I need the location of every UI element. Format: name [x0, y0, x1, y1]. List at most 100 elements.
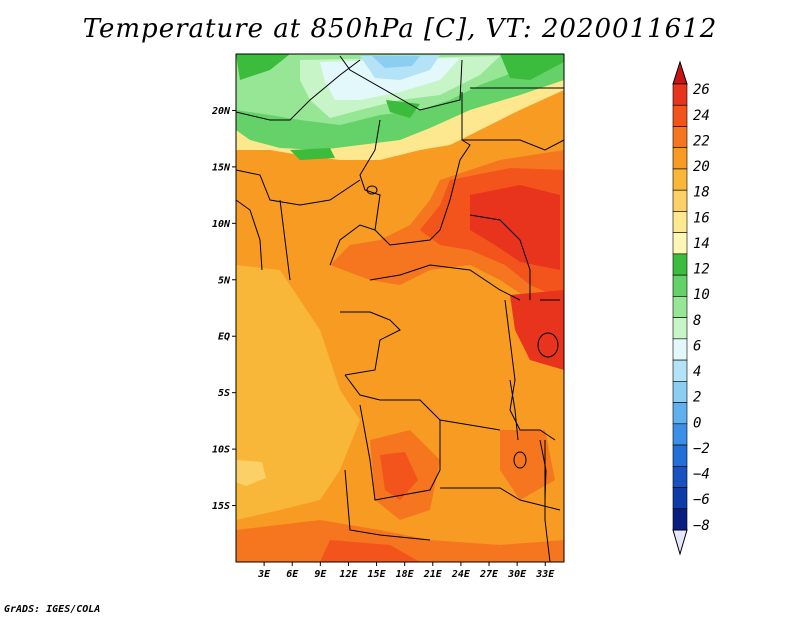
- colorbar-box: [672, 359, 688, 382]
- border-angola: [359, 404, 441, 501]
- lat-tick-label: 15N: [212, 162, 231, 173]
- colorbar-label: 8: [693, 313, 701, 329]
- lon-tick-label: 3E: [257, 569, 271, 580]
- lat-axis: 20N 15N 10N 5N EQ 5S 10S 15S: [211, 106, 236, 512]
- colorbar-box: [672, 126, 688, 149]
- border-south-sudan: [469, 214, 531, 300]
- colorbar-label: 2: [693, 390, 701, 406]
- border-west: [235, 199, 263, 271]
- colorbar-box: [672, 274, 688, 297]
- colorbar-box: [672, 83, 688, 106]
- colorbar-box: [672, 168, 688, 191]
- lon-tick-label: 27E: [479, 569, 499, 580]
- colorbar-box: [672, 402, 688, 425]
- colorbar-box: [672, 338, 688, 361]
- colorbar-box: [672, 508, 688, 531]
- border-chad-sudan: [439, 92, 471, 231]
- field-congo: [370, 275, 510, 430]
- border-benin: [279, 199, 291, 281]
- lat-tick-label: 10N: [212, 219, 231, 230]
- map-frame: [235, 53, 565, 563]
- border-namibia: [344, 469, 431, 541]
- lat-tick-label: 20N: [211, 106, 231, 117]
- colorbar-label: −6: [693, 492, 710, 508]
- colorbar-label: 26: [693, 82, 710, 98]
- colorbar-label: 14: [693, 236, 710, 252]
- border-libya: [339, 55, 463, 111]
- field-atlantic-cool: [236, 265, 360, 520]
- field-westafrica: [236, 170, 340, 265]
- colorbar-box: [672, 381, 688, 403]
- colorbar-label: −4: [693, 467, 710, 483]
- colorbar-label: −8: [693, 518, 710, 534]
- lat-tick-label: 5N: [218, 275, 231, 286]
- lat-tick-label: 15S: [212, 501, 230, 512]
- lake-tanganyika: [509, 379, 519, 441]
- field-green-patch: [290, 148, 335, 160]
- colorbar-box: [672, 423, 688, 446]
- lon-tick-label: 12E: [339, 569, 358, 580]
- colorbar-box: [672, 444, 688, 467]
- border-zambia: [440, 487, 561, 511]
- lakes: [366, 185, 559, 501]
- colorbar-box: [672, 232, 688, 255]
- colorbar-box: [672, 211, 688, 233]
- colorbar-label: 20: [693, 159, 710, 175]
- field-hottest: [470, 185, 560, 270]
- colorbar-label: 10: [693, 287, 710, 303]
- lake-malawi: [539, 439, 547, 501]
- border-nigeria-cameroon: [329, 224, 376, 266]
- colorbar-label: 16: [693, 210, 710, 226]
- colorbar-label: 4: [693, 364, 701, 380]
- border-niger-nigeria: [235, 169, 361, 206]
- colorbar-box: [672, 253, 688, 276]
- border-gabon-congo: [340, 311, 401, 376]
- border-drc-angola: [344, 374, 501, 431]
- border-sudan-north: [462, 139, 565, 151]
- lon-tick-label: 18E: [396, 569, 415, 580]
- lon-tick-label: 9E: [314, 569, 327, 580]
- field-lakes-hot: [510, 290, 564, 370]
- lake-mweru: [513, 451, 527, 469]
- lake-chad: [366, 185, 378, 195]
- field-south-band: [236, 520, 564, 562]
- lat-tick-label: 5S: [218, 388, 230, 399]
- colorbar-label: 12: [693, 262, 710, 278]
- lon-tick-label: 33E: [535, 569, 555, 580]
- lon-axis: 3E 6E 9E 12E 15E 18E 21E 24E 27E 30E 33E: [257, 562, 555, 580]
- colorbar-bottom-arrow: [672, 529, 688, 556]
- lon-tick-label: 30E: [507, 569, 527, 580]
- field-green-nw: [236, 54, 290, 80]
- lake-victoria: [537, 332, 559, 358]
- temperature-field: [236, 54, 564, 562]
- border-east-lakes: [504, 299, 556, 441]
- border-chad: [359, 119, 441, 246]
- colorbar-box: [672, 487, 688, 510]
- colorbar-label: 0: [693, 415, 701, 431]
- colorbar-box: [672, 147, 688, 170]
- colorbar-label: 22: [693, 133, 710, 149]
- colorbar-label: 24: [693, 108, 710, 124]
- lat-tick-label: 10S: [212, 445, 230, 456]
- lon-tick-label: 6E: [286, 569, 299, 580]
- colorbar-box: [672, 317, 688, 340]
- field-south-hot: [320, 540, 420, 562]
- colorbar-box: [672, 296, 688, 318]
- field-sahara-m2: [372, 56, 420, 68]
- lon-tick-label: 21E: [423, 569, 443, 580]
- chart-title: Temperature at 850hPa [C], VT: 202001161…: [82, 14, 718, 44]
- colorbar-label: 18: [693, 185, 710, 201]
- colorbar-top-arrow: [672, 60, 688, 85]
- country-borders: [235, 55, 565, 563]
- colorbar-box: [672, 189, 688, 212]
- border-algeria-niger: [235, 59, 361, 121]
- colorbar-box: [672, 465, 688, 488]
- field-coast-patch: [236, 460, 266, 486]
- lon-tick-label: 15E: [368, 569, 387, 580]
- border-car-drc: [369, 264, 521, 301]
- lon-tick-label: 24E: [451, 569, 471, 580]
- field-green-tibesti: [386, 100, 420, 118]
- colorbar-box: [672, 104, 688, 127]
- colorbar-label: −2: [693, 441, 710, 457]
